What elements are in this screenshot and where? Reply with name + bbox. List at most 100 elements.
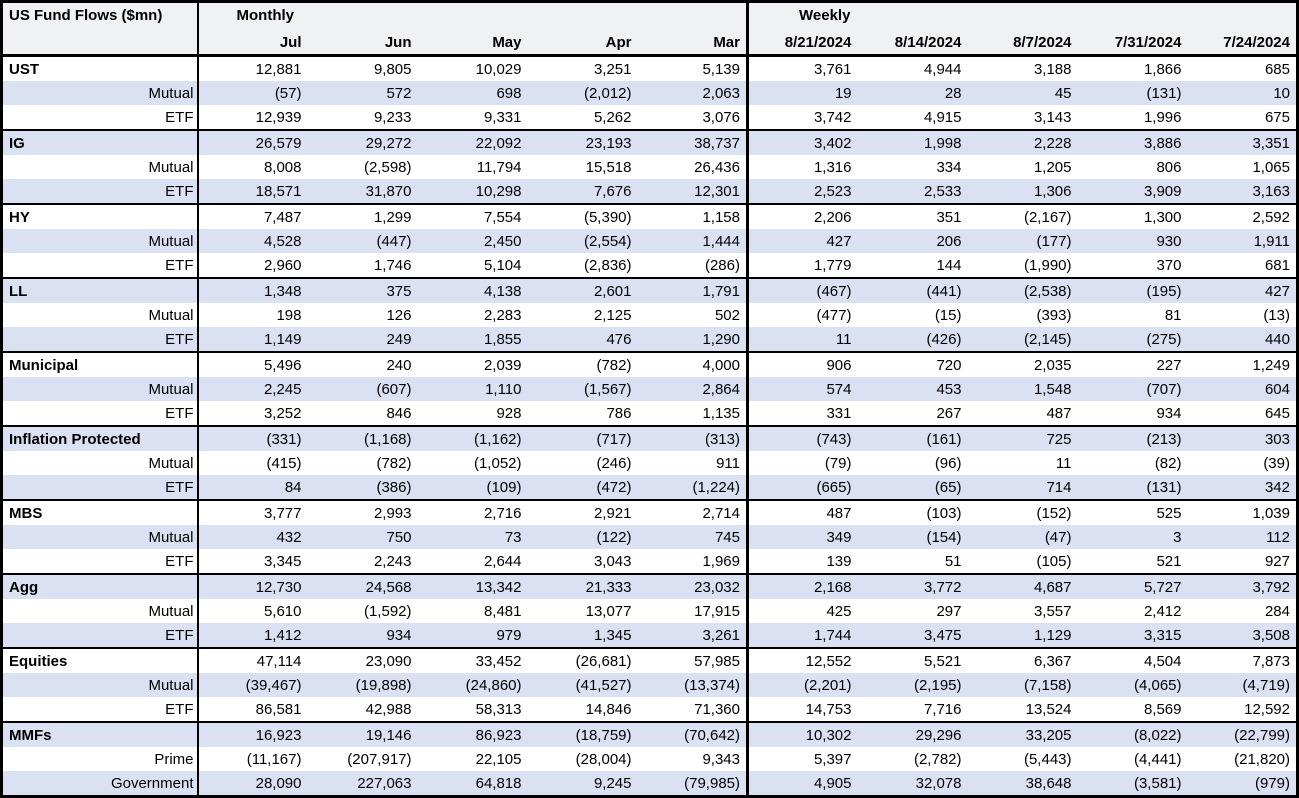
value-cell: (82) <box>1154 454 1182 472</box>
sub-row-label: ETF <box>1 549 199 574</box>
table-body: UST 12,881 9,805 10,029 3,251 5,139 3,761 4,944… <box>1 55 1298 797</box>
value-cell: 3,043 <box>593 552 632 570</box>
value-cell: 3,777 <box>197 499 308 525</box>
value-cell: 2,243 <box>373 552 412 570</box>
value-cell: 267 <box>936 404 962 422</box>
value-cell: (122) <box>596 528 632 546</box>
value-cell: (2,538) <box>967 277 1078 303</box>
value-cell: 2,245 <box>263 380 302 398</box>
section-label: IG <box>1 129 199 155</box>
value-cell: 698 <box>496 84 522 102</box>
value-cell: 1,110 <box>485 380 522 398</box>
value-cell: (275) <box>1146 330 1182 348</box>
section-total-row: Agg 12,730 24,568 13,342 21,333 23,032 2,168 3,… <box>1 573 1298 599</box>
value-cell: (152) <box>967 499 1078 525</box>
value-cell: 19,146 <box>307 721 418 747</box>
value-cell: 5,496 <box>197 351 308 377</box>
value-cell: 1,158 <box>637 203 749 229</box>
value-cell: 1,065 <box>1252 158 1290 176</box>
sub-row-label: Mutual <box>1 599 199 623</box>
value-cell: 2,533 <box>923 182 962 200</box>
column-header: 8/14/2024 <box>857 27 968 57</box>
value-cell: 7,676 <box>593 182 632 200</box>
section-total-row: Inflation Protected (331) (1,168) (1,162) (7… <box>1 425 1298 451</box>
value-cell: (2,145) <box>1023 330 1072 348</box>
value-cell: (607) <box>376 380 412 398</box>
value-cell: (1,567) <box>583 380 632 398</box>
value-cell: 10 <box>1273 84 1290 102</box>
value-cell: (131) <box>1146 478 1182 496</box>
value-cell: 7,873 <box>1187 647 1298 673</box>
value-cell: 521 <box>1156 552 1182 570</box>
value-cell: 3,251 <box>593 60 632 78</box>
value-cell: 604 <box>1264 380 1290 398</box>
value-cell: 1,746 <box>373 256 412 274</box>
value-cell: 5,397 <box>813 750 852 768</box>
value-cell: 3,508 <box>1252 626 1290 644</box>
value-cell: 714 <box>1046 478 1072 496</box>
group-header-row: US Fund Flows ($mn) Monthly Weekly <box>1 1 1298 57</box>
value-cell: 1,348 <box>197 277 308 303</box>
value-cell: (2,554) <box>583 232 632 250</box>
value-cell: 1,299 <box>307 203 418 229</box>
value-cell: 1,779 <box>813 256 852 274</box>
value-cell: (39,467) <box>245 676 302 694</box>
monthly-group-header: Monthly <box>197 1 749 27</box>
section-sub-row: ETF 1,412 934 979 1,345 3,261 1,744 3,475 1,129 3… <box>1 623 1298 648</box>
value-cell: 2,412 <box>1143 602 1182 620</box>
value-cell: 2,039 <box>417 351 528 377</box>
value-cell: 1,135 <box>637 401 749 426</box>
value-cell: (105) <box>1036 552 1072 570</box>
value-cell: 979 <box>496 626 522 644</box>
sub-row-label: ETF <box>1 623 199 648</box>
value-cell: (28,004) <box>575 750 632 768</box>
value-cell: 911 <box>637 451 749 475</box>
value-cell: 3,792 <box>1187 573 1298 599</box>
sub-row-label: Mutual <box>1 525 199 549</box>
value-cell: (22,799) <box>1187 721 1298 747</box>
value-cell: 22,092 <box>417 129 528 155</box>
value-cell: 342 <box>1264 478 1290 496</box>
value-cell: 2,523 <box>813 182 852 200</box>
value-cell: 1,866 <box>1143 60 1182 78</box>
value-cell: 12,939 <box>255 108 302 126</box>
value-cell: (782) <box>376 454 412 472</box>
value-cell: 206 <box>936 232 962 250</box>
column-header: May <box>417 27 528 57</box>
value-cell: (13) <box>1263 306 1290 324</box>
value-cell: 227 <box>1077 351 1188 377</box>
section-label: Municipal <box>1 351 199 377</box>
value-cell: (11,167) <box>246 750 302 768</box>
section-sub-row: Mutual (57) 572 698 (2,012) 2,063 19 28 45 (131) 1… <box>1 81 1298 105</box>
value-cell: 1,996 <box>1143 108 1182 126</box>
sub-row-label: Mutual <box>1 155 199 179</box>
value-cell: 2,921 <box>527 499 638 525</box>
value-cell: (1,592) <box>363 602 412 620</box>
value-cell: 1,911 <box>1253 232 1290 250</box>
value-cell: 934 <box>386 626 412 644</box>
value-cell: 806 <box>1156 158 1182 176</box>
section-sub-row: ETF 1,149 249 1,855 476 1,290 11 (426) (2,145) (2… <box>1 327 1298 352</box>
value-cell: 375 <box>307 277 418 303</box>
column-header: Jun <box>307 27 418 57</box>
section-sub-row: ETF 2,960 1,746 5,104 (2,836) (286) 1,779 144 (1… <box>1 253 1298 278</box>
value-cell: 9,343 <box>637 747 749 771</box>
value-cell: (13,374) <box>637 673 749 697</box>
value-cell: (472) <box>596 478 632 496</box>
value-cell: 3,076 <box>637 105 749 130</box>
value-cell: 675 <box>1264 108 1290 126</box>
value-cell: 7,554 <box>417 203 528 229</box>
value-cell: 2,864 <box>637 377 749 401</box>
value-cell: 427 <box>1187 277 1298 303</box>
value-cell: 28 <box>944 84 962 102</box>
value-cell: 2,063 <box>637 81 749 105</box>
value-cell: 144 <box>936 256 962 274</box>
column-header: 7/24/2024 <box>1187 27 1298 57</box>
value-cell: 476 <box>606 330 632 348</box>
column-header: Apr <box>527 27 638 57</box>
section-total-row: MMFs 16,923 19,146 86,923 (18,759) (70,642) 10… <box>1 721 1298 747</box>
value-cell: 1,306 <box>1033 182 1072 200</box>
weekly-group-header: Weekly <box>747 1 1298 27</box>
section-total-row: HY 7,487 1,299 7,554 (5,390) 1,158 2,206 351 (2,… <box>1 203 1298 229</box>
